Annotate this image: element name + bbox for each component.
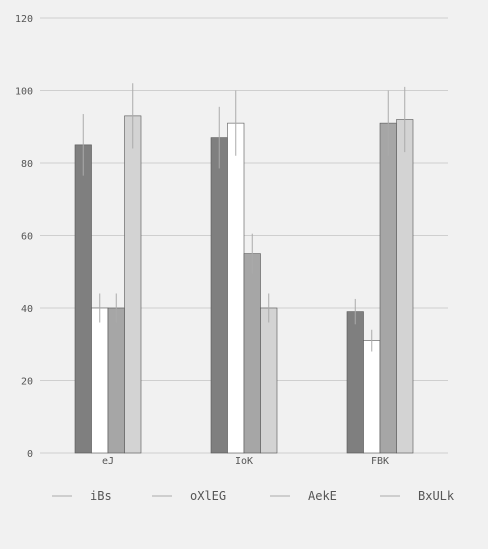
bars — [74, 115, 414, 454]
legend-label-oXlEG: oXlEG — [190, 489, 226, 503]
y-tick-label: 120 — [15, 14, 33, 25]
y-tick-label: 20 — [21, 377, 33, 388]
x-axis: eJ IoK FBK — [102, 456, 389, 467]
y-tick-label: 80 — [21, 159, 33, 170]
x-tick-label-FBK: FBK — [371, 456, 389, 467]
bar-iBs-IoK — [210, 137, 228, 454]
bar-BxULk-FBK — [396, 119, 414, 454]
bar-BxULk-eJ — [124, 115, 142, 454]
y-tick-label: 60 — [21, 232, 33, 243]
y-tick-label: 40 — [21, 304, 33, 315]
legend-label-AekE: AekE — [308, 489, 337, 503]
legend: iBs oXlEG AekE BxULk — [52, 489, 455, 503]
legend-label-BxULk: BxULk — [418, 489, 455, 503]
bar-oXlEG-IoK — [227, 122, 245, 454]
bar-AekE-eJ — [107, 307, 125, 454]
y-tick-label: 100 — [15, 87, 33, 98]
bar-oXlEG-eJ — [91, 307, 109, 454]
x-tick-label-IoK: IoK — [235, 456, 253, 467]
bar-AekE-FBK — [379, 122, 397, 454]
bar-AekE-IoK — [243, 253, 261, 454]
y-tick-label: 0 — [27, 449, 33, 460]
bar-BxULk-IoK — [260, 307, 278, 454]
bar-iBs-eJ — [74, 144, 92, 454]
bar-iBs-FBK — [346, 311, 364, 454]
y-axis: 0 20 40 60 80 100 120 — [15, 14, 33, 460]
error-bars — [82, 83, 406, 352]
x-tick-label-eJ: eJ — [102, 456, 114, 467]
legend-label-iBs: iBs — [90, 489, 112, 503]
bar-oXlEG-FBK — [363, 340, 381, 454]
